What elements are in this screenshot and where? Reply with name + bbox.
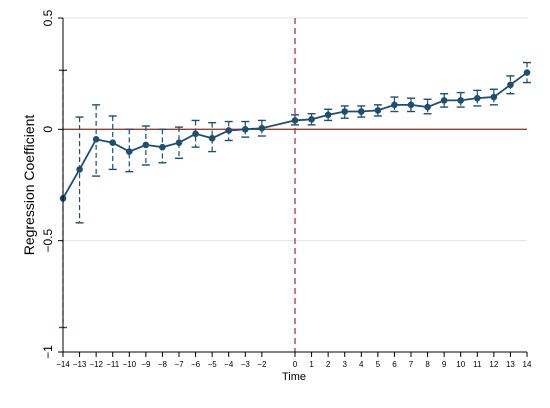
data-point-21 [424,103,431,111]
x-tick-label-5: −9 [141,360,151,369]
y-tick-label-1: −0.5 [41,229,55,253]
reference-lines [63,18,527,352]
data-point-13 [291,117,299,124]
x-tick-label-15: 2 [326,360,331,369]
data-point-9 [208,134,216,142]
y-tick-label-2: 0 [41,126,55,133]
x-tick-label-2: −12 [89,360,103,369]
data-point-6 [159,143,166,151]
x-tick-label-20: 7 [409,360,414,369]
x-tick-label-26: 13 [506,360,515,369]
axes: −1 −0.5 0 0.5 −14 −13 −12 −11 −10 −9 −8 −7 −6 −5 −4 −3−… [41,9,532,369]
data-point-1 [76,166,83,173]
series-line [62,71,528,199]
data-point-5 [142,141,150,149]
data-point-20 [407,101,415,109]
x-tick-label-6: −8 [158,360,168,369]
x-tick-label-7: −7 [174,360,184,369]
data-point-23 [457,97,465,104]
x-tick-label-3: −11 [106,360,120,369]
series-line-path [62,71,528,199]
data-point-25 [490,93,498,101]
data-point-11 [241,126,249,133]
x-axis-title: Time [282,371,306,383]
data-point-3 [109,139,117,146]
x-tick-label-22: 9 [442,360,447,369]
data-point-16 [341,108,349,115]
y-axis-title: Regression Coefficient [21,115,37,256]
data-point-8 [192,130,199,138]
x-tick-label-24: 11 [473,360,482,369]
x-tick-label-0: −14 [56,360,70,369]
y-tick-label-3: 0.5 [41,9,55,26]
x-tick-label-16: 3 [342,360,347,369]
data-point-14 [308,116,315,123]
data-point-15 [324,111,332,119]
x-tick-label-18: 5 [376,360,381,369]
x-tick-label-13: 0 [293,360,298,369]
x-tick-label-9: −5 [208,360,218,369]
data-point-27 [523,69,531,76]
data-point-10 [225,127,233,134]
data-point-7 [175,139,183,146]
x-tick-label-17: 4 [359,360,364,369]
data-point-24 [473,94,481,102]
x-tick-label-21: 8 [425,360,430,369]
x-tick-label-11: −3 [241,360,251,369]
x-tick-label-1: −13 [73,360,87,369]
x-tick-label-27: 14 [523,360,532,369]
y-tick-label-0: −1 [41,345,55,359]
data-point-2 [92,136,100,143]
data-point-22 [440,97,448,104]
data-point-19 [391,101,398,109]
x-tick-label-4: −10 [122,360,136,369]
data-points [59,69,531,202]
x-tick-label-10: −4 [224,360,234,369]
x-tick-label-8: −6 [191,360,201,369]
x-tick-label-23: 10 [456,360,465,369]
x-tick-label-12: −2 [257,360,267,369]
x-tick-label-19: 6 [392,360,397,369]
data-point-26 [507,81,514,89]
x-tick-label-25: 12 [489,360,498,369]
x-tick-label-14: 1 [309,360,314,369]
data-point-18 [374,107,382,114]
data-point-17 [357,108,365,115]
data-point-4 [125,148,133,155]
data-point-12 [258,124,266,132]
